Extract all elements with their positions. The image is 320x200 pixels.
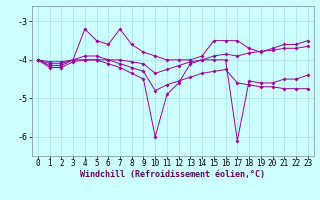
X-axis label: Windchill (Refroidissement éolien,°C): Windchill (Refroidissement éolien,°C) <box>80 170 265 179</box>
